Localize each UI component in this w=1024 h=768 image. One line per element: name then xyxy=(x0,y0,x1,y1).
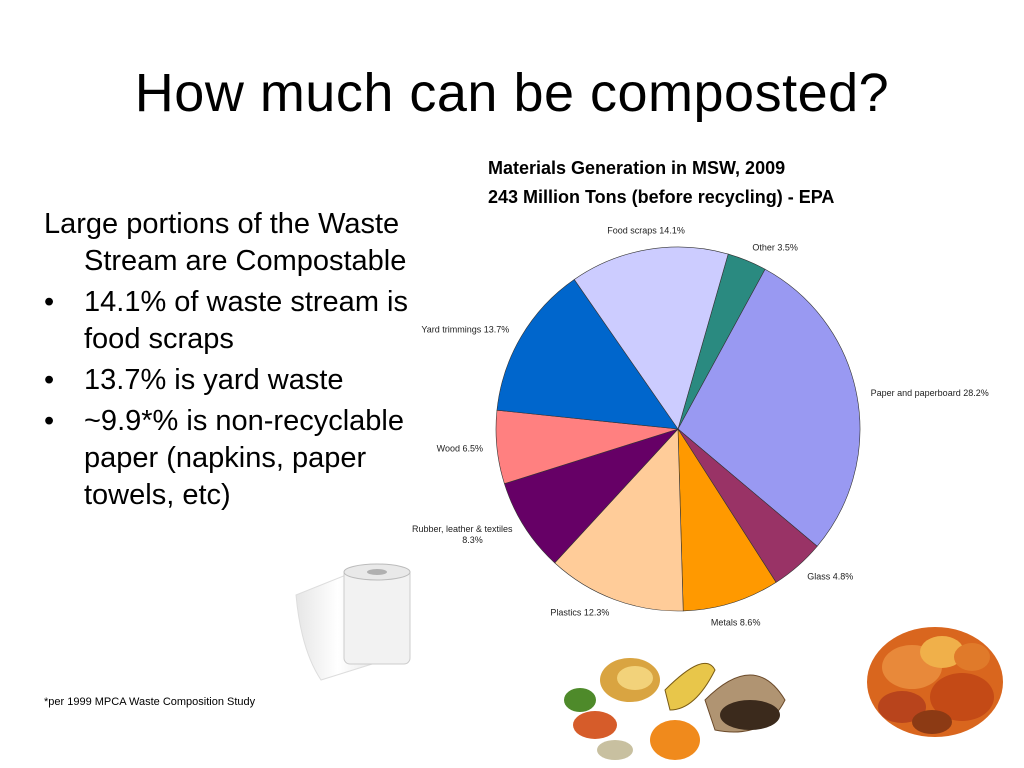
pie-slice-rubber-leather-textiles xyxy=(504,428,679,564)
bullet-item: • 14.1% of waste stream is food scraps xyxy=(44,284,424,358)
bullet-dot: • xyxy=(44,286,55,318)
pie-label: Wood 6.5% xyxy=(437,444,483,454)
pie-label: Glass 4.8% xyxy=(807,571,853,581)
pie-label: Paper and paperboard 28.2% xyxy=(871,388,989,398)
pie-slices xyxy=(495,246,861,612)
pie-slice-metals xyxy=(677,427,777,612)
slide-title: How much can be composted? xyxy=(134,63,890,123)
pie-label: Metals 8.6% xyxy=(711,617,761,627)
chart-heading-line1: Materials Generation in MSW, 2009 xyxy=(488,158,786,178)
bullet-item: • ~9.9*% is non-recyclable paper (napkin… xyxy=(44,403,424,514)
pie-labels: Other 3.5% Paper and paperboard 28.2% Glas… xyxy=(412,226,989,628)
pie-slice-paper-and-paperboard xyxy=(677,268,861,547)
slide-body: Large portions of the Waste Stream are C… xyxy=(44,206,424,514)
paper-towel-roll-image xyxy=(295,563,411,681)
pie-chart: Other 3.5% Paper and paperboard 28.2% Glas… xyxy=(412,226,989,628)
pie-slice-yard-trimmings xyxy=(496,279,679,430)
pie-slice-plastics xyxy=(554,428,684,612)
bullet-text: ~9.9*% is non-recyclable paper (napkins,… xyxy=(84,405,404,511)
autumn-leaves-image xyxy=(867,627,1003,737)
bullet-text: 13.7% is yard waste xyxy=(84,364,344,396)
bullet-dot: • xyxy=(44,364,55,396)
bullet-text: 14.1% of waste stream is food scraps xyxy=(84,286,408,355)
footnote: *per 1999 MPCA Waste Composition Study xyxy=(44,696,256,708)
pie-label: Food scraps 14.1% xyxy=(607,226,685,236)
pie-label: Rubber, leather & textiles 8.3% xyxy=(412,524,513,545)
pie-label: Yard trimmings 13.7% xyxy=(421,324,509,334)
chart-heading: Materials Generation in MSW, 2009 243 Mi… xyxy=(488,154,834,212)
intro-paragraph: Large portions of the Waste Stream are C… xyxy=(44,208,407,277)
bullet-dot: • xyxy=(44,405,55,437)
chart-heading-line2: 243 Million Tons (before recycling) - EP… xyxy=(488,187,835,207)
pie-slice-food-scraps xyxy=(573,246,729,430)
pie-label: Plastics 12.3% xyxy=(550,608,609,618)
bullet-item: • 13.7% is yard waste xyxy=(44,362,424,399)
pie-label: Other 3.5% xyxy=(752,243,798,253)
food-scraps-image xyxy=(564,658,786,760)
